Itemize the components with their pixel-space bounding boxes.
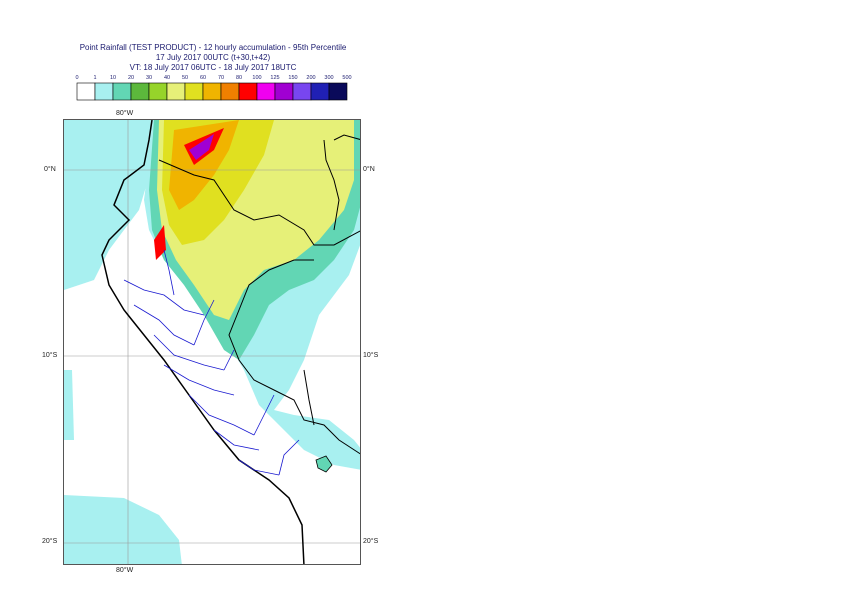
legend-threshold-label: 30: [146, 75, 152, 81]
legend-threshold-label: 10: [110, 75, 116, 81]
lat-label-right-10: 10°S: [363, 352, 379, 359]
rain-area-orange: [169, 120, 239, 210]
legend-threshold-label: 300: [324, 75, 333, 81]
legend-swatch: [202, 82, 222, 101]
regional-borders: [123, 249, 300, 476]
legend-swatch: [220, 82, 240, 101]
map-title-line1: Point Rainfall (TEST PRODUCT) - 12 hourl…: [79, 43, 347, 52]
lake-titicaca: [315, 455, 333, 473]
rainfall-map: [63, 119, 361, 565]
lon-label-bottom: 80°W: [116, 567, 134, 574]
legend-threshold-label: 125: [270, 75, 279, 81]
legend-swatch: [256, 82, 276, 101]
legend-swatch: [328, 82, 348, 101]
legend-swatch: [148, 82, 168, 101]
legend-threshold-label: 0: [75, 75, 78, 81]
legend-swatch: [238, 82, 258, 101]
legend-swatch: [274, 82, 294, 101]
legend-threshold-label: 80: [236, 75, 242, 81]
rain-area-ocean-south: [64, 495, 182, 564]
legend-threshold-label: 60: [200, 75, 206, 81]
legend-swatch: [184, 82, 204, 101]
lat-label-right-0: 0°N: [363, 166, 375, 173]
rain-area-ocean-strip: [64, 370, 74, 440]
legend-threshold-label: 100: [252, 75, 261, 81]
legend-threshold-label: 500: [342, 75, 351, 81]
legend-swatch: [310, 82, 330, 101]
lat-label-left-0: 0°N: [44, 166, 56, 173]
legend-swatch: [112, 82, 132, 101]
legend-threshold-label: 20: [128, 75, 134, 81]
legend-swatch: [166, 82, 186, 101]
legend-swatch: [94, 82, 114, 101]
national-borders: [158, 134, 360, 455]
color-legend: 0 1 10 20 30 40 50 60 70 80 100 125 150 200 300 500: [75, 75, 352, 101]
legend-swatch: [292, 82, 312, 101]
rain-area-red-south: [154, 225, 166, 260]
lat-label-right-20: 20°S: [363, 538, 379, 545]
legend-threshold-label: 50: [182, 75, 188, 81]
legend-threshold-label: 70: [218, 75, 224, 81]
legend-threshold-label: 200: [306, 75, 315, 81]
rain-area-ocean-north: [64, 120, 159, 290]
rain-area-magenta: [189, 134, 214, 160]
legend-swatch: [76, 82, 96, 101]
legend-threshold-label: 40: [164, 75, 170, 81]
legend-threshold-label: 1: [93, 75, 96, 81]
legend-swatch: [130, 82, 150, 101]
lat-label-left-10: 10°S: [42, 352, 58, 359]
lat-label-left-20: 20°S: [42, 538, 58, 545]
map-title-line2: 17 July 2017 00UTC (t+30,t+42): [155, 53, 271, 62]
legend-threshold-label: 150: [288, 75, 297, 81]
coastline: [101, 120, 305, 564]
lon-label-top: 80°W: [116, 110, 134, 117]
map-title-line3: VT: 18 July 2017 06UTC - 18 July 2017 18…: [129, 63, 297, 72]
